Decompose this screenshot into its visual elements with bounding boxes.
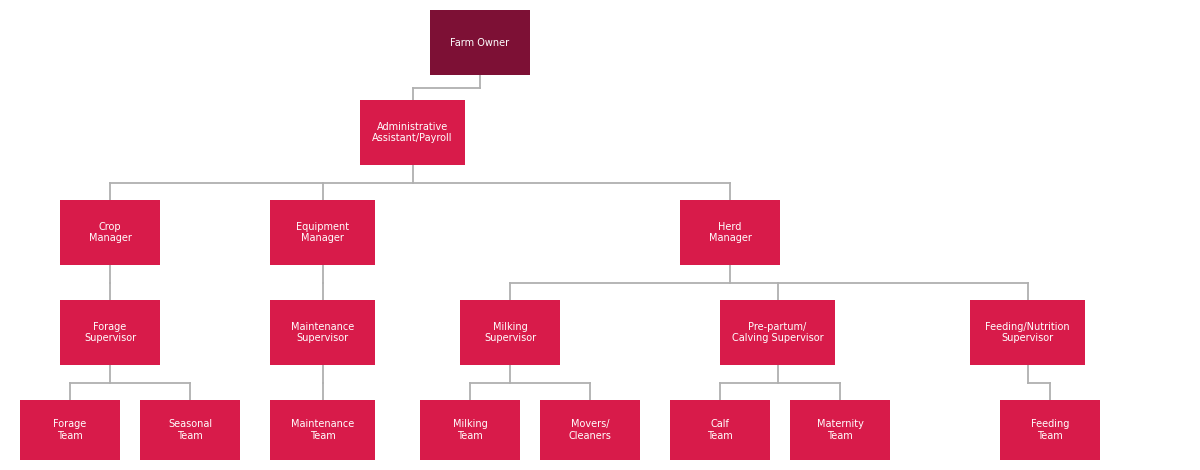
FancyBboxPatch shape — [360, 100, 466, 165]
Text: Calf
Team: Calf Team — [707, 419, 733, 441]
Text: Pre-partum/
Calving Supervisor: Pre-partum/ Calving Supervisor — [732, 321, 823, 343]
FancyBboxPatch shape — [270, 400, 374, 460]
FancyBboxPatch shape — [430, 10, 530, 75]
Text: Feeding/Nutrition
Supervisor: Feeding/Nutrition Supervisor — [985, 321, 1070, 343]
FancyBboxPatch shape — [60, 300, 160, 365]
Text: Movers/
Cleaners: Movers/ Cleaners — [569, 419, 612, 441]
FancyBboxPatch shape — [20, 400, 120, 460]
FancyBboxPatch shape — [460, 300, 560, 365]
Text: Milking
Supervisor: Milking Supervisor — [484, 321, 536, 343]
Text: Milking
Team: Milking Team — [452, 419, 487, 441]
FancyBboxPatch shape — [1000, 400, 1100, 460]
Text: Maintenance
Team: Maintenance Team — [290, 419, 354, 441]
FancyBboxPatch shape — [60, 200, 160, 265]
FancyBboxPatch shape — [790, 400, 890, 460]
Text: Herd
Manager: Herd Manager — [708, 222, 751, 243]
Text: Feeding
Team: Feeding Team — [1031, 419, 1069, 441]
FancyBboxPatch shape — [970, 300, 1085, 365]
Text: Maintenance
Supervisor: Maintenance Supervisor — [290, 321, 354, 343]
Text: Farm Owner: Farm Owner — [450, 38, 510, 47]
FancyBboxPatch shape — [140, 400, 240, 460]
Text: Crop
Manager: Crop Manager — [89, 222, 132, 243]
FancyBboxPatch shape — [540, 400, 640, 460]
FancyBboxPatch shape — [670, 400, 770, 460]
Text: Maternity
Team: Maternity Team — [816, 419, 864, 441]
FancyBboxPatch shape — [720, 300, 835, 365]
Text: Equipment
Manager: Equipment Manager — [296, 222, 349, 243]
Text: Administrative
Assistant/Payroll: Administrative Assistant/Payroll — [372, 122, 452, 143]
Text: Forage
Team: Forage Team — [53, 419, 86, 441]
FancyBboxPatch shape — [270, 300, 374, 365]
FancyBboxPatch shape — [420, 400, 520, 460]
Text: Seasonal
Team: Seasonal Team — [168, 419, 212, 441]
FancyBboxPatch shape — [680, 200, 780, 265]
Text: Forage
Supervisor: Forage Supervisor — [84, 321, 136, 343]
FancyBboxPatch shape — [270, 200, 374, 265]
